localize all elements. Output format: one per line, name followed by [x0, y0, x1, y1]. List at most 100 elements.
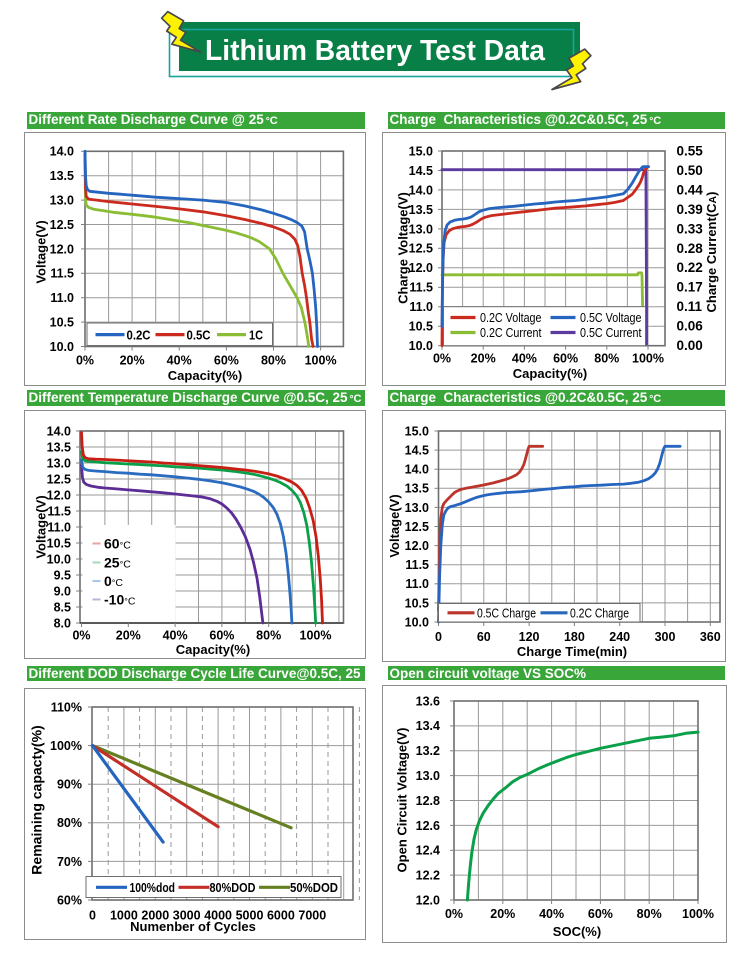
svg-text:13.4: 13.4: [416, 719, 440, 733]
svg-text:0.33: 0.33: [677, 221, 704, 236]
svg-text:120: 120: [519, 630, 540, 644]
svg-text:60%: 60%: [57, 893, 82, 907]
svg-text:12.0: 12.0: [47, 488, 71, 502]
svg-text:40%: 40%: [512, 352, 537, 366]
svg-text:0.39: 0.39: [677, 202, 703, 217]
svg-text:13.5: 13.5: [50, 169, 74, 183]
svg-text:12.5: 12.5: [50, 218, 74, 232]
svg-text:12.5: 12.5: [47, 472, 71, 486]
svg-text:40%: 40%: [163, 629, 188, 643]
svg-text:60°C: 60°C: [104, 536, 131, 552]
svg-text:12.2: 12.2: [416, 869, 440, 883]
svg-text:Charge Current(CA): Charge Current(CA): [704, 191, 719, 312]
svg-text:11.5: 11.5: [50, 267, 74, 281]
svg-text:0.44: 0.44: [677, 182, 704, 197]
svg-text:1000: 1000: [110, 908, 138, 922]
svg-text:0°C: 0°C: [104, 573, 123, 589]
svg-text:12.0: 12.0: [50, 242, 74, 256]
svg-text:0.00: 0.00: [677, 338, 703, 353]
svg-text:40%: 40%: [167, 354, 192, 368]
svg-text:12.4: 12.4: [416, 844, 440, 858]
svg-text:13.0: 13.0: [409, 222, 433, 236]
svg-text:0.2C: 0.2C: [127, 327, 152, 342]
svg-text:11.0: 11.0: [409, 300, 433, 314]
svg-text:12.8: 12.8: [416, 794, 440, 808]
svg-text:60%: 60%: [588, 907, 613, 921]
svg-text:70%: 70%: [57, 855, 82, 869]
svg-text:180: 180: [564, 630, 585, 644]
svg-text:Remaining capacty(%): Remaining capacty(%): [29, 725, 45, 874]
svg-text:0.50: 0.50: [677, 163, 703, 178]
svg-text:-10°C: -10°C: [104, 592, 136, 608]
svg-text:11.5: 11.5: [409, 281, 433, 295]
svg-text:1C: 1C: [249, 327, 264, 342]
svg-text:Lithium Battery Test Data: Lithium Battery Test Data: [205, 35, 546, 67]
svg-text:13.6: 13.6: [416, 694, 440, 708]
svg-text:Capacity(%): Capacity(%): [176, 642, 250, 657]
svg-text:10.0: 10.0: [405, 615, 429, 629]
svg-text:Voltage(V): Voltage(V): [34, 495, 49, 558]
svg-text:110%: 110%: [51, 700, 82, 714]
svg-text:11.0: 11.0: [50, 291, 74, 305]
svg-text:13.5: 13.5: [409, 203, 433, 217]
svg-text:0.55: 0.55: [677, 143, 704, 158]
svg-text:100%: 100%: [305, 354, 337, 368]
svg-text:0: 0: [89, 908, 96, 922]
svg-text:Open Circuit Voltage(V): Open Circuit Voltage(V): [395, 728, 410, 873]
svg-text:50%DOD: 50%DOD: [290, 880, 338, 895]
svg-text:240: 240: [609, 630, 630, 644]
svg-text:Capacity(%): Capacity(%): [168, 368, 242, 383]
svg-text:60: 60: [477, 630, 491, 644]
svg-text:80%: 80%: [256, 629, 281, 643]
svg-text:0.06: 0.06: [677, 319, 704, 334]
svg-text:80%DOD: 80%DOD: [210, 880, 256, 895]
svg-text:90%: 90%: [57, 778, 82, 792]
svg-text:9.5: 9.5: [54, 568, 71, 582]
svg-text:12.0: 12.0: [416, 893, 440, 907]
svg-text:25°C: 25°C: [104, 555, 131, 571]
svg-text:100%: 100%: [50, 739, 82, 753]
svg-text:0.5C Voltage: 0.5C Voltage: [580, 311, 642, 325]
svg-text:80%: 80%: [594, 352, 619, 366]
svg-text:10.0: 10.0: [47, 552, 71, 566]
svg-text:8.0: 8.0: [54, 616, 71, 630]
svg-text:15.0: 15.0: [405, 424, 429, 438]
svg-text:12.5: 12.5: [405, 520, 429, 534]
svg-text:Charge Voltage(V): Charge Voltage(V): [396, 192, 411, 304]
svg-text:100%: 100%: [632, 352, 664, 366]
svg-text:11.0: 11.0: [47, 520, 71, 534]
svg-text:300: 300: [655, 630, 676, 644]
svg-text:13.0: 13.0: [50, 194, 74, 208]
svg-text:20%: 20%: [116, 629, 141, 643]
svg-text:2000: 2000: [141, 908, 169, 922]
svg-text:100%: 100%: [682, 907, 714, 921]
svg-text:11.5: 11.5: [47, 504, 71, 518]
svg-text:60%: 60%: [553, 352, 578, 366]
svg-text:0.2C Voltage: 0.2C Voltage: [480, 311, 542, 325]
svg-text:13.2: 13.2: [416, 744, 440, 758]
svg-text:20%: 20%: [471, 352, 496, 366]
svg-text:SOC(%): SOC(%): [553, 924, 601, 939]
svg-text:Numenber of Cycles: Numenber of Cycles: [130, 919, 256, 934]
svg-text:9.0: 9.0: [54, 584, 71, 598]
svg-text:100%dod: 100%dod: [130, 880, 176, 895]
svg-text:11.5: 11.5: [405, 558, 429, 572]
svg-text:60%: 60%: [214, 354, 239, 368]
svg-text:0.2C Charge: 0.2C Charge: [570, 606, 629, 620]
svg-text:4000: 4000: [204, 908, 232, 922]
svg-text:0.28: 0.28: [677, 241, 704, 256]
svg-text:14.0: 14.0: [409, 183, 433, 197]
svg-text:0.5C Current: 0.5C Current: [580, 326, 642, 340]
svg-text:14.0: 14.0: [405, 463, 429, 477]
svg-text:12.6: 12.6: [416, 819, 440, 833]
svg-text:10.5: 10.5: [409, 320, 433, 334]
svg-text:0.22: 0.22: [677, 260, 703, 275]
svg-text:12.0: 12.0: [409, 261, 433, 275]
svg-text:10.5: 10.5: [405, 596, 429, 610]
svg-text:12.5: 12.5: [409, 242, 433, 256]
svg-text:0.11: 0.11: [677, 299, 703, 314]
svg-text:10.5: 10.5: [47, 536, 71, 550]
svg-text:13.5: 13.5: [47, 440, 71, 454]
svg-text:12.0: 12.0: [405, 539, 429, 553]
svg-text:0%: 0%: [72, 629, 90, 643]
